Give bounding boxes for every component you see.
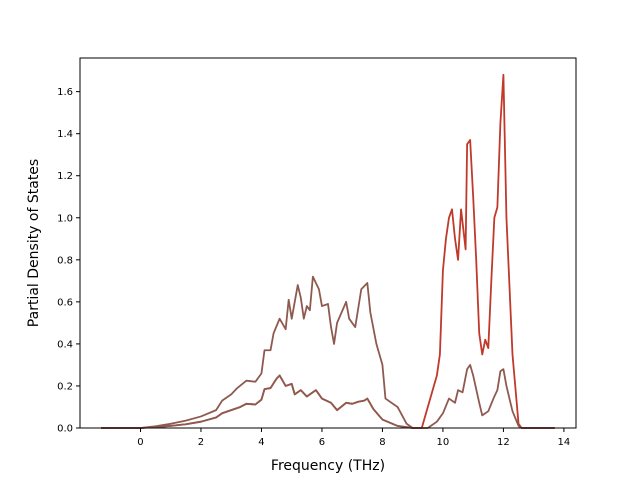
series-line-1 bbox=[101, 73, 555, 429]
x-tick-label: 0 bbox=[137, 437, 143, 448]
x-tick-label: 2 bbox=[198, 437, 204, 448]
y-tick-label: 0.6 bbox=[57, 297, 73, 308]
y-tick-label: 1.4 bbox=[57, 129, 73, 140]
x-tick-label: 10 bbox=[437, 437, 450, 448]
series-line-2 bbox=[101, 374, 413, 429]
x-axis-ticks: 0 2 4 6 8 10 12 14 bbox=[137, 428, 570, 448]
x-tick-label: 6 bbox=[319, 437, 325, 448]
plot-frame bbox=[79, 57, 577, 429]
x-tick-label: 14 bbox=[558, 437, 571, 448]
x-tick-label: 12 bbox=[497, 437, 510, 448]
x-tick-label: 4 bbox=[258, 437, 264, 448]
y-tick-label: 0.4 bbox=[57, 339, 73, 350]
series-layer bbox=[101, 73, 555, 429]
y-axis-label: Partial Density of States bbox=[26, 159, 42, 327]
y-tick-label: 0.0 bbox=[57, 424, 73, 435]
y-tick-label: 1.0 bbox=[57, 213, 73, 224]
y-tick-label: 0.2 bbox=[57, 381, 73, 392]
x-axis-label: Frequency (THz) bbox=[271, 458, 385, 474]
y-tick-label: 0.8 bbox=[57, 255, 73, 266]
y-tick-label: 1.2 bbox=[57, 171, 73, 182]
y-axis-ticks: 0.0 0.2 0.4 0.6 0.8 1.0 1.2 1.4 1.6 bbox=[57, 87, 80, 435]
series-line-3 bbox=[101, 275, 555, 429]
y-tick-label: 1.6 bbox=[57, 87, 73, 98]
x-tick-label: 8 bbox=[379, 437, 385, 448]
